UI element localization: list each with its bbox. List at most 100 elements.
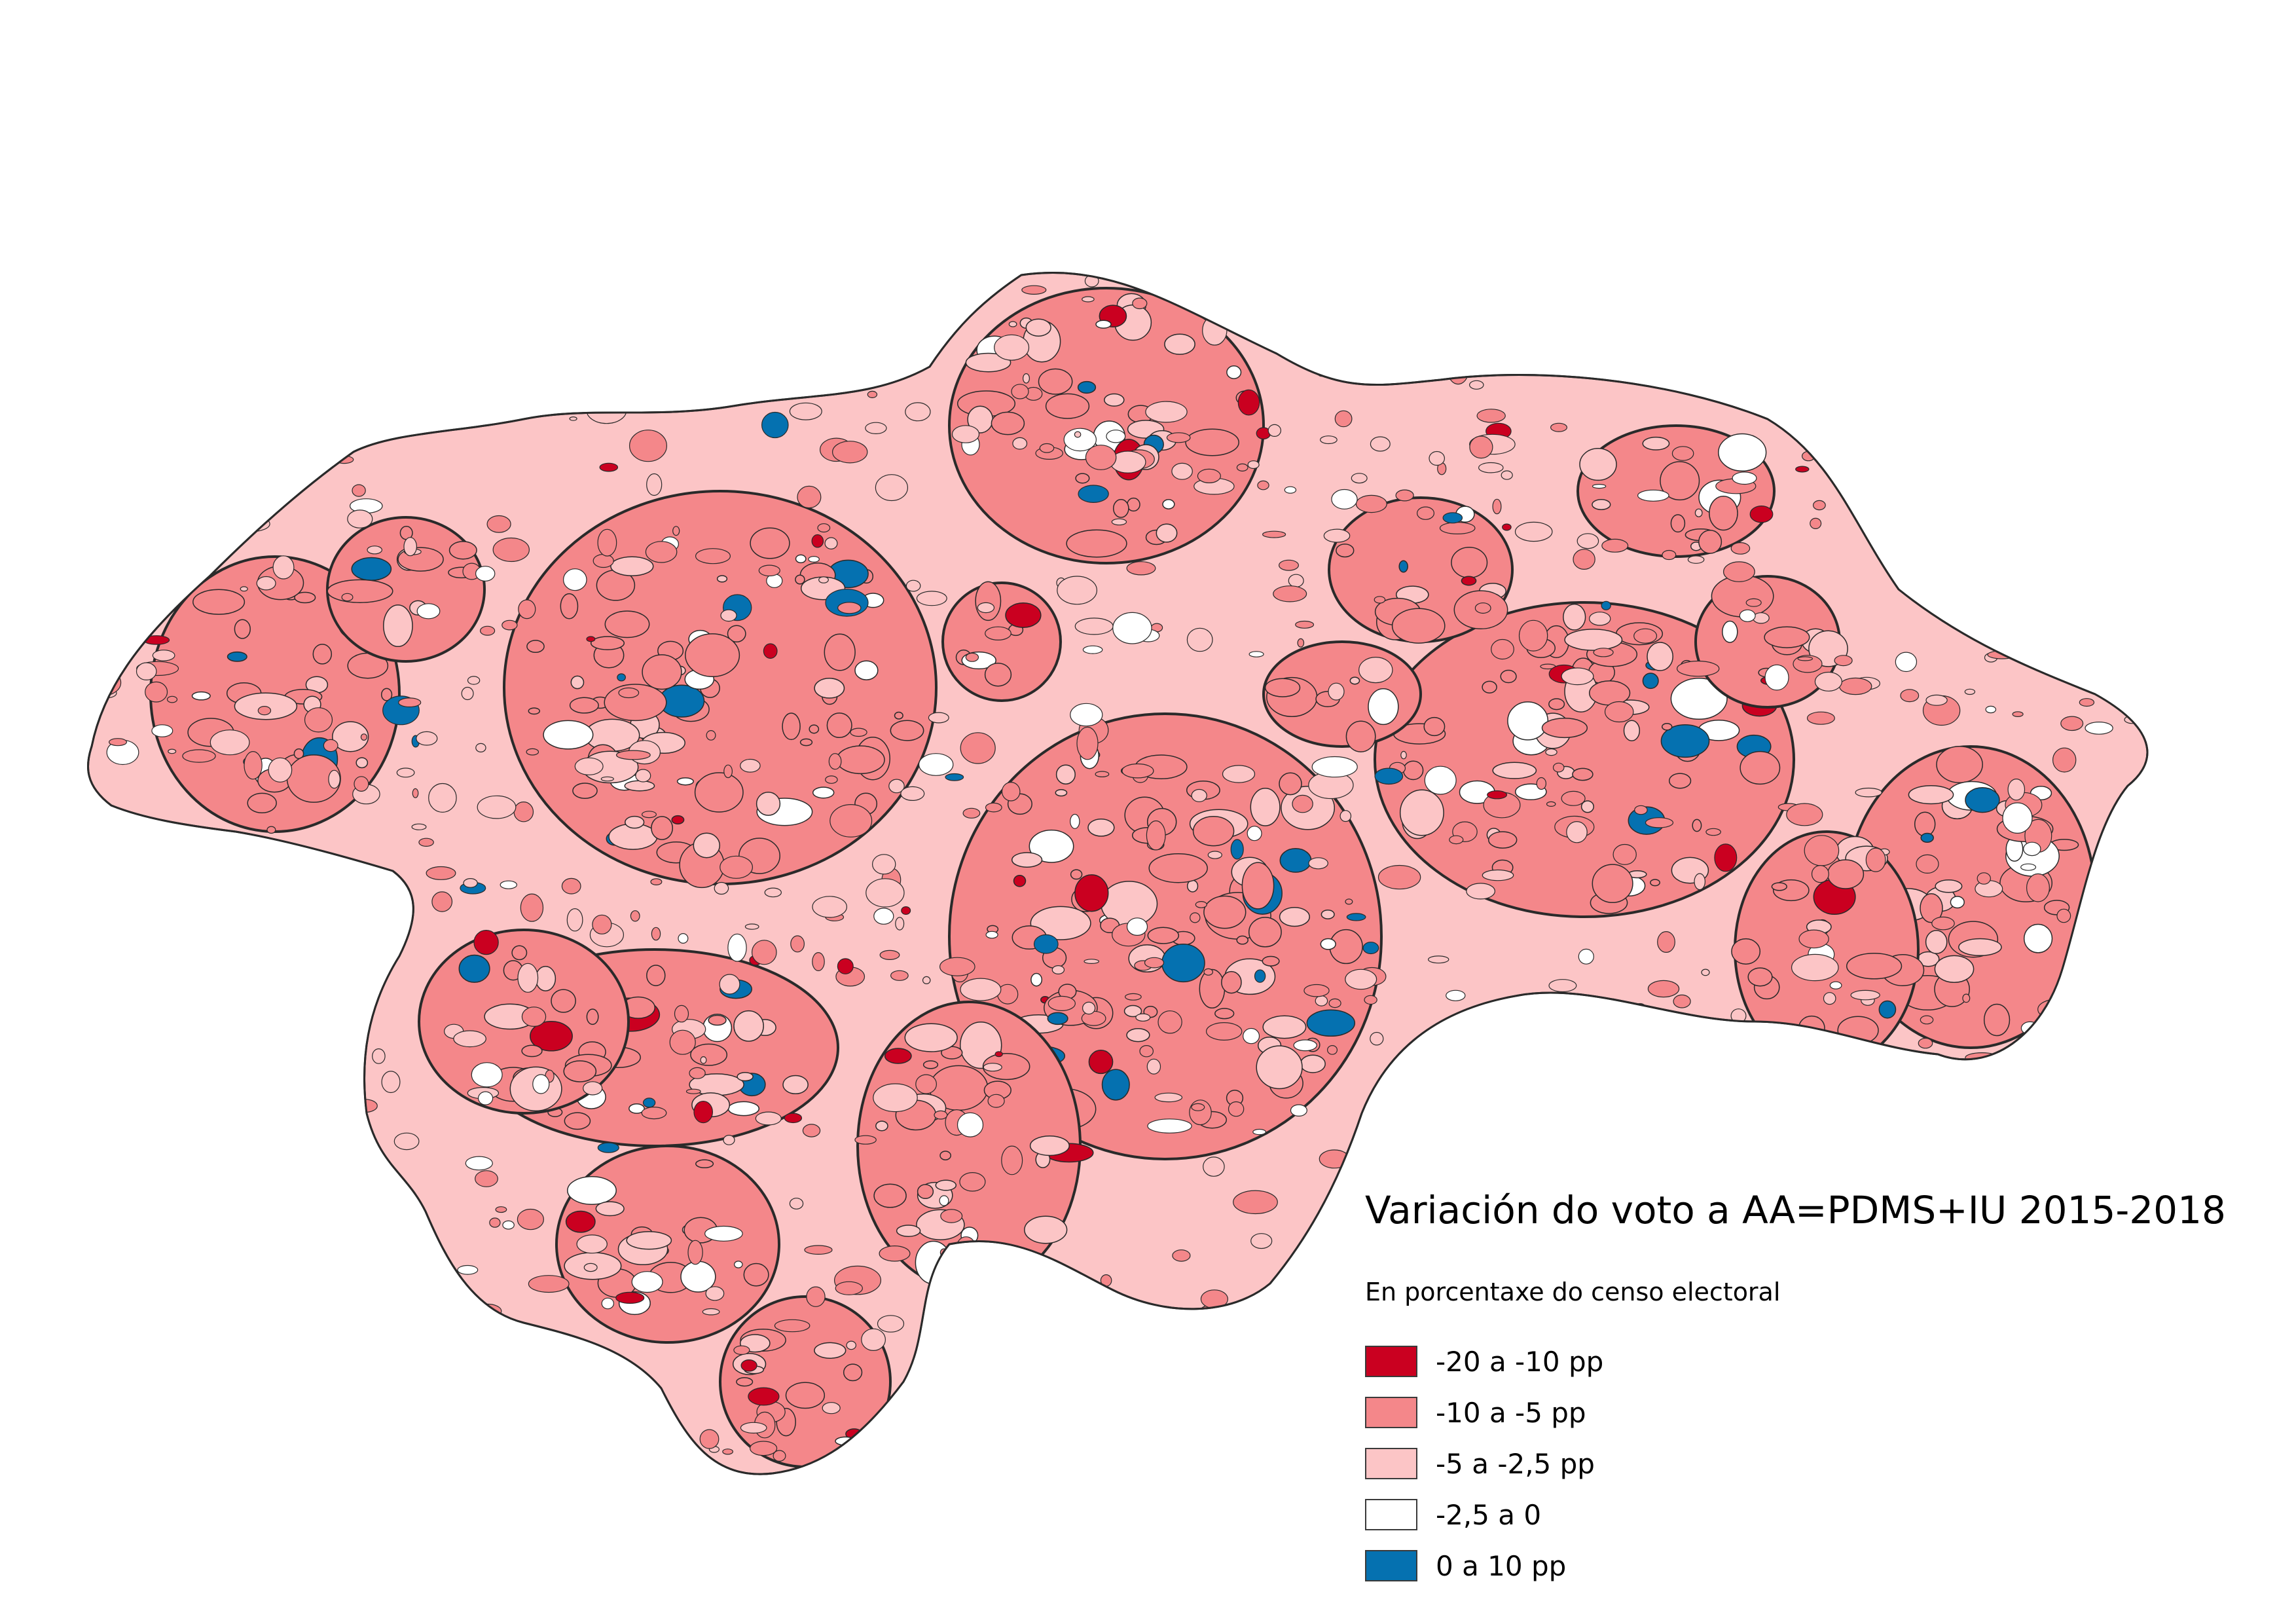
district-cell: [1249, 1301, 1288, 1316]
district-cell: [586, 636, 596, 642]
district-cell: [1647, 980, 1680, 998]
district-cell: [467, 676, 481, 685]
district-cell: [1011, 1450, 1023, 1467]
district-cell: [1074, 431, 1082, 438]
district-cell: [671, 815, 685, 824]
district-cell: [345, 390, 388, 414]
district-cell: [264, 1321, 304, 1335]
district-cell: [192, 589, 246, 615]
district-cell: [947, 1347, 962, 1361]
district-cell: [727, 933, 747, 962]
district-cell: [115, 1055, 128, 1073]
district-cell: [622, 347, 636, 358]
district-cell: [894, 711, 903, 720]
district-cell: [572, 783, 598, 799]
district-cell: [1546, 801, 1556, 807]
district-cell: [734, 1261, 743, 1268]
district-cell: [283, 1367, 302, 1376]
district-cell: [2099, 346, 2119, 367]
district-cell: [349, 1463, 383, 1475]
district-cell: [267, 1307, 286, 1319]
district-cell: [940, 1209, 963, 1223]
district-cell: [1474, 602, 1491, 614]
district-cell: [678, 932, 689, 944]
district-cell: [1257, 480, 1269, 490]
district-cell: [590, 636, 625, 650]
district-cell: [629, 430, 667, 462]
district-cell: [1576, 533, 1599, 549]
district-cell: [1561, 667, 1594, 686]
district-cell: [397, 335, 430, 354]
district-cell: [453, 1030, 486, 1048]
district-cell: [1838, 677, 1872, 695]
legend-item: -10 a -5 pp: [1365, 1387, 2269, 1438]
district-cell: [539, 1403, 555, 1420]
district-cell: [1671, 446, 1694, 461]
district-cell: [1434, 306, 1451, 319]
district-cell: [763, 643, 778, 659]
district-cell: [597, 1142, 619, 1153]
district-cell: [854, 1135, 877, 1145]
district-cell: [2007, 304, 2015, 310]
district-cell: [965, 352, 1011, 373]
district-cell: [558, 347, 578, 366]
district-cell: [148, 1088, 178, 1111]
district-cell: [381, 1071, 401, 1094]
district-cell: [935, 1179, 957, 1191]
district-cell: [1020, 1354, 1051, 1382]
district-cell: [1303, 984, 1330, 997]
district-cell: [1661, 722, 1673, 731]
district-cell: [933, 1264, 962, 1286]
district-cell: [879, 950, 900, 961]
district-cell: [2145, 313, 2147, 320]
district-cell: [2060, 716, 2084, 731]
district-cell: [2139, 1060, 2147, 1086]
district-cell: [1809, 340, 1831, 360]
district-cell: [985, 802, 1002, 813]
district-cell: [1541, 718, 1588, 739]
district-cell: [1975, 880, 2003, 898]
district-cell: [572, 395, 581, 406]
district-cell: [221, 1043, 259, 1060]
district-cell: [592, 914, 612, 934]
district-cell: [183, 443, 196, 451]
district-cell: [1321, 909, 1335, 919]
district-cell: [517, 1208, 545, 1230]
district-cell: [646, 965, 666, 986]
district-cell: [1228, 1101, 1245, 1117]
district-cell: [631, 1271, 663, 1293]
district-cell: [583, 1081, 603, 1096]
district-cell: [2145, 732, 2147, 743]
district-cell: [2091, 1160, 2105, 1184]
district-cell: [1959, 462, 1969, 475]
district-cell: [1191, 1103, 1205, 1111]
district-cell: [1063, 428, 1097, 452]
district-cell: [145, 681, 168, 703]
district-cell: [283, 1230, 296, 1239]
district-cell: [900, 786, 925, 802]
district-cell: [151, 724, 173, 737]
district-cell: [861, 1328, 886, 1352]
district-cell: [1566, 821, 1588, 843]
district-cell: [1070, 813, 1080, 829]
district-cell: [219, 1359, 236, 1372]
district-cell: [360, 733, 368, 741]
district-cell: [685, 1088, 701, 1094]
district-cell: [695, 548, 731, 564]
district-cell: [1247, 826, 1262, 841]
district-cell: [1939, 551, 1946, 559]
district-cell: [1346, 913, 1366, 921]
district-cell: [1722, 620, 1738, 643]
district-cell: [469, 1447, 495, 1466]
district-cell: [1810, 517, 1822, 530]
district-cell: [1344, 306, 1371, 329]
district-cell: [1931, 916, 1955, 931]
district-cell: [1328, 682, 1345, 701]
district-cell: [187, 364, 221, 384]
district-cell: [1252, 1128, 1266, 1135]
district-cell: [1469, 435, 1493, 459]
district-cell: [1701, 320, 1718, 331]
district-cell: [1144, 957, 1165, 969]
district-cell: [1429, 451, 1445, 466]
district-cell: [471, 1062, 503, 1088]
